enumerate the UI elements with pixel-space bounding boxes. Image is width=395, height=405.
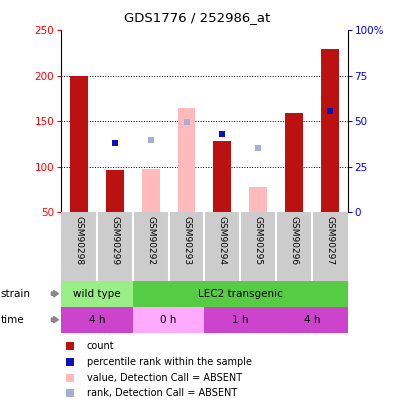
Bar [205,307,276,333]
Text: GSM90296: GSM90296 [290,216,298,265]
Bar [169,212,205,281]
Bar [240,212,276,281]
Text: 0 h: 0 h [160,315,177,325]
Text: GSM90299: GSM90299 [111,216,119,265]
Bar [213,141,231,212]
Bar [276,307,348,333]
Text: 4 h: 4 h [303,315,320,325]
Text: percentile rank within the sample: percentile rank within the sample [87,357,252,367]
Text: wild type: wild type [73,289,121,298]
Bar [276,212,312,281]
Text: GDS1776 / 252986_at: GDS1776 / 252986_at [124,11,271,24]
Text: 1 h: 1 h [232,315,248,325]
Text: count: count [87,341,115,352]
Bar [312,212,348,281]
Bar [133,281,348,307]
Text: GSM90292: GSM90292 [146,216,155,265]
Bar [106,170,124,212]
Bar [61,212,97,281]
Bar [61,281,133,307]
Bar [97,212,133,281]
Bar [133,307,205,333]
Bar [285,113,303,212]
Text: GSM90294: GSM90294 [218,216,227,265]
Text: value, Detection Call = ABSENT: value, Detection Call = ABSENT [87,373,242,383]
Bar [70,76,88,212]
Bar [142,169,160,212]
Text: rank, Detection Call = ABSENT: rank, Detection Call = ABSENT [87,388,237,399]
Bar [61,307,133,333]
Text: GSM90298: GSM90298 [75,216,84,265]
Bar [249,187,267,212]
Text: time: time [0,315,24,325]
Text: GSM90295: GSM90295 [254,216,263,265]
Text: GSM90297: GSM90297 [325,216,334,265]
Bar [178,108,196,212]
Bar [133,212,169,281]
Bar [321,49,339,212]
Bar [205,212,240,281]
Text: GSM90293: GSM90293 [182,216,191,265]
Text: LEC2 transgenic: LEC2 transgenic [198,289,283,298]
Text: 4 h: 4 h [89,315,105,325]
Text: strain: strain [0,289,30,298]
